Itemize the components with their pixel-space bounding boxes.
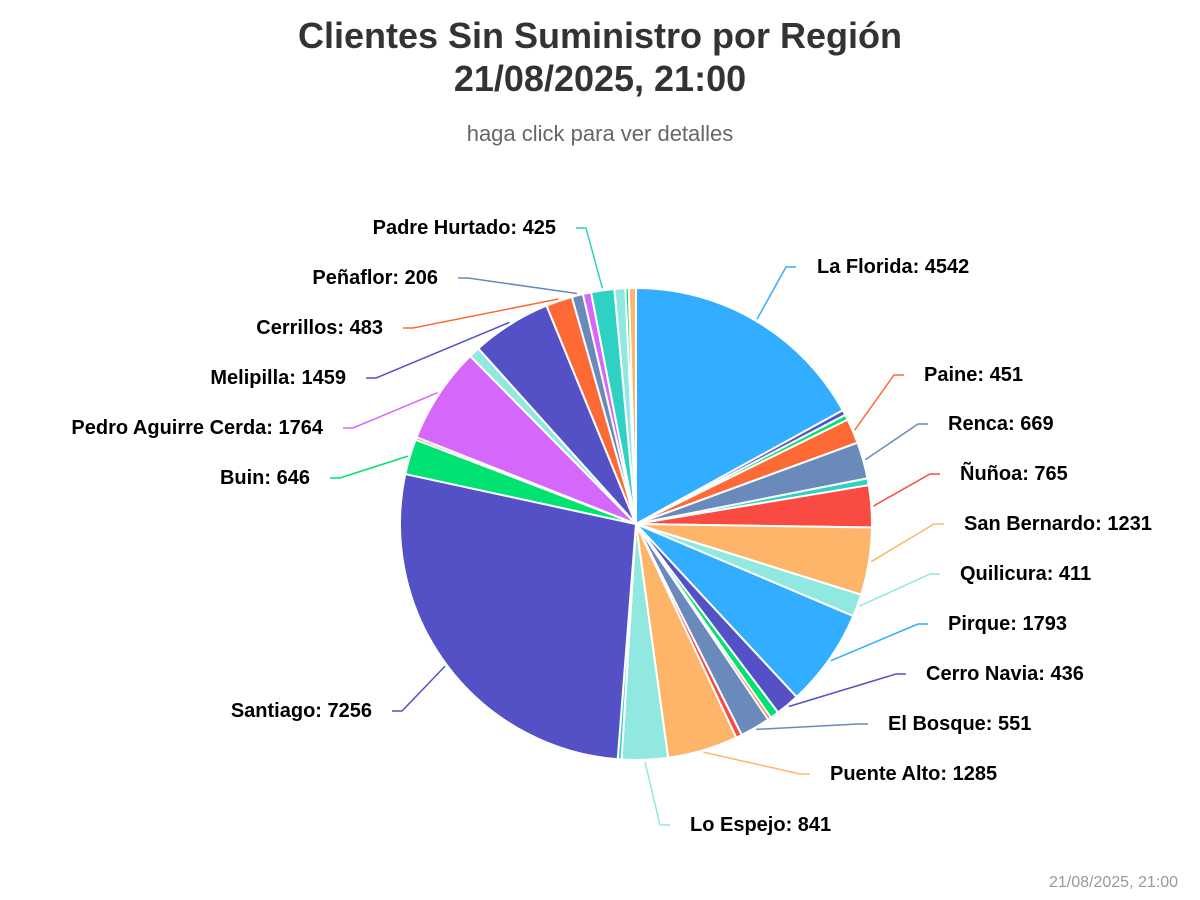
chart-title-line-2: 21/08/2025, 21:00 [453, 58, 747, 99]
data-label-el-bosque: El Bosque: 551 [888, 713, 1031, 735]
label-connector-padre-hurtado [576, 227, 604, 289]
data-label-pedro-aguirre-cerda: Pedro Aguirre Cerda: 1764 [71, 417, 323, 439]
chart-subtitle[interactable]: haga click para ver detalles [466, 121, 734, 146]
pie-slice-unlabeled-30[interactable] [627, 286, 637, 525]
label-connector-quilicura [859, 573, 940, 607]
data-label-santiago: Santiago: 7256 [231, 700, 372, 722]
data-label-cerrillos: Cerrillos: 483 [256, 317, 383, 339]
label-connector-cerro-navia [788, 673, 906, 708]
label-connector-nunoa [872, 473, 940, 507]
data-label-melipilla: Melipilla: 1459 [210, 367, 346, 389]
data-label-penaflor: Peñaflor: 206 [312, 267, 438, 289]
chart-title: Clientes Sin Suministro por Región 21/08… [0, 14, 1200, 100]
pie-slices [398, 286, 873, 761]
label-connector-penaflor [458, 277, 578, 295]
label-connector-puente-alto [703, 751, 810, 775]
data-label-quilicura: Quilicura: 411 [960, 563, 1091, 585]
chart-title-line-1: Clientes Sin Suministro por Región [297, 15, 903, 56]
data-label-renca: Renca: 669 [948, 413, 1054, 435]
chart-timestamp: 21/08/2025, 21:00 [1048, 874, 1178, 891]
data-label-buin: Buin: 646 [220, 467, 310, 489]
label-connector-santiago [392, 665, 446, 712]
label-connector-el-bosque [756, 723, 868, 731]
data-label-puente-alto: Puente Alto: 1285 [830, 763, 997, 785]
label-connector-paine [854, 374, 904, 431]
label-connector-la-florida [756, 266, 796, 320]
pie-slice-santiago[interactable] [398, 473, 637, 761]
label-connector-pedro-aguirre-cerda [343, 392, 438, 429]
data-label-san-bernardo: San Bernardo: 1231 [964, 513, 1152, 535]
label-connector-buin [330, 455, 409, 479]
data-label-la-florida: La Florida: 4542 [817, 256, 969, 278]
data-label-pirque: Pirque: 1793 [948, 613, 1067, 635]
data-labels: La Florida: 4542 Paine: 451 Renca: 669 Ñuño… [71, 217, 1151, 836]
label-connector-melipilla [366, 321, 510, 379]
data-label-padre-hurtado: Padre Hurtado: 425 [373, 217, 556, 239]
label-connectors [330, 227, 944, 826]
label-connector-san-bernardo [870, 523, 944, 563]
data-label-paine: Paine: 451 [924, 364, 1023, 386]
label-connector-renca [864, 423, 928, 461]
data-label-lo-espejo: Lo Espejo: 841 [690, 814, 831, 836]
data-label-nunoa: Ñuñoa: 765 [960, 462, 1068, 485]
data-label-cerro-navia: Cerro Navia: 436 [926, 663, 1084, 685]
label-connector-pirque [830, 623, 928, 662]
label-connector-lo-espejo [644, 761, 670, 826]
pie-slice-la-florida[interactable] [635, 287, 844, 525]
label-connector-cerrillos [403, 298, 559, 329]
